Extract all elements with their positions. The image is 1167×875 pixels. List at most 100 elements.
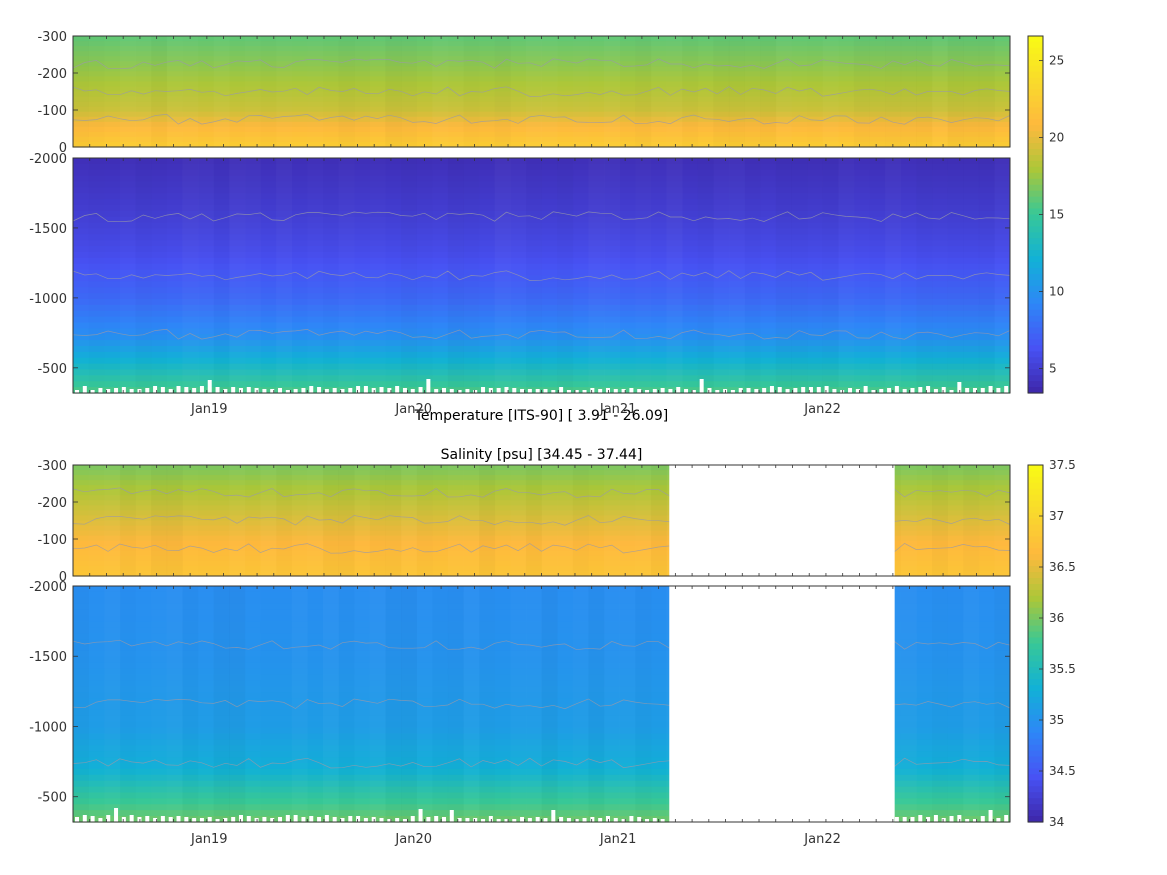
bottom-notch [801, 387, 806, 393]
contour-line [72, 86, 1011, 97]
depth-band [73, 210, 1010, 218]
bottom-notch [785, 389, 790, 393]
bottom-notch [293, 815, 298, 822]
colorbar-swatch [1028, 65, 1043, 73]
bottom-notch [613, 389, 618, 393]
depth-band [73, 269, 1010, 277]
colorbar-swatch [1028, 309, 1043, 317]
chart-temperature: Temperature [ITS-90] [ 3.91 - 26.09] 0 -10… [29, 30, 1064, 424]
bottom-notch [707, 388, 712, 393]
depth-band [73, 281, 1010, 288]
bottom-notch [605, 388, 610, 393]
bottom-notch [98, 388, 103, 393]
y-tick-label: -100 [37, 104, 67, 119]
x-tick-label: Jan21 [599, 832, 637, 847]
bottom-notch [738, 388, 743, 393]
variability-streak [401, 36, 417, 147]
variability-streak [635, 36, 651, 147]
colorbar-swatch [1028, 685, 1043, 692]
bottom-notch [527, 389, 532, 393]
variability-streak [791, 36, 807, 147]
colorbar-swatch [1028, 256, 1043, 263]
depth-band [73, 535, 1010, 542]
colorbar-swatch [1028, 315, 1043, 323]
bottom-notch [527, 818, 532, 822]
bottom-notch [793, 388, 798, 393]
variability-streak [573, 36, 589, 147]
bottom-notch [574, 390, 579, 393]
y-tick-label: -2000 [29, 152, 67, 167]
depth-band [73, 520, 1010, 527]
bottom-notch [965, 388, 970, 393]
bottom-notch [933, 815, 938, 822]
colorbar-swatch [1028, 327, 1043, 335]
depth-band [73, 51, 1010, 57]
depth-band [73, 96, 1010, 103]
variability-streak [557, 158, 573, 393]
bottom-notch [75, 817, 79, 822]
depth-band [73, 530, 1010, 537]
depth-band [73, 485, 1010, 491]
y-tick-label: -2000 [29, 580, 67, 595]
bottom-notch [762, 388, 767, 393]
bottom-notch [137, 389, 142, 393]
depth-band [73, 234, 1010, 241]
bottom-notch [114, 388, 119, 393]
bottom-notch [387, 388, 392, 393]
bottom-notch [238, 388, 243, 393]
colorbar-swatch [1028, 387, 1043, 394]
bottom-notch [121, 387, 126, 393]
depth-band [73, 275, 1010, 282]
depth-band [73, 698, 1010, 705]
depth-band [73, 111, 1010, 118]
bottom-notch [137, 817, 142, 822]
colorbar-swatch [1028, 303, 1043, 311]
bottom-notch [879, 389, 884, 393]
bottom-notch [441, 817, 446, 822]
bottom-notch [418, 809, 423, 822]
colorbar-swatch [1028, 804, 1043, 811]
colorbar-swatch [1028, 488, 1043, 496]
bottom-notch [402, 388, 407, 393]
depth-band [73, 299, 1010, 306]
colorbar-swatch [1028, 810, 1043, 817]
bottom-notch [410, 389, 415, 393]
y-tick-label: 0 [59, 141, 67, 156]
colorbar-swatch [1028, 476, 1043, 484]
variability-streak [370, 586, 386, 822]
colorbar-swatch [1028, 619, 1043, 627]
bottom-notch [449, 389, 454, 393]
bottom-notch [254, 388, 259, 393]
variability-streak [260, 586, 276, 822]
bottom-notch [855, 389, 860, 393]
bottom-notch [379, 818, 384, 822]
depth-band [73, 205, 1010, 212]
colorbar-tick-label: 10 [1049, 284, 1064, 298]
depth-band [73, 733, 1010, 740]
bottom-notch [145, 388, 150, 393]
variability-streak [620, 158, 636, 393]
depth-band [73, 565, 1010, 572]
bottom-notch [121, 817, 126, 822]
variability-streak [791, 158, 807, 393]
bottom-notch [363, 386, 368, 393]
depth-band [73, 721, 1010, 729]
depth-band [73, 470, 1010, 476]
depth-band [73, 692, 1010, 699]
bottom-notch [145, 816, 150, 822]
bottom-notch [824, 386, 829, 393]
variability-streak [588, 36, 604, 147]
colorbar-swatch [1028, 291, 1043, 299]
data-gap [669, 464, 895, 577]
bottom-notch [816, 387, 821, 393]
variability-streak [994, 586, 1010, 822]
colorbar-swatch [1028, 357, 1043, 364]
variability-streak [354, 586, 370, 822]
depth-band [73, 500, 1010, 506]
variability-streak [557, 465, 573, 576]
variability-streak [276, 465, 292, 576]
bottom-notch [902, 817, 907, 822]
colorbar-swatch [1028, 708, 1043, 716]
depth-band [73, 780, 1010, 788]
